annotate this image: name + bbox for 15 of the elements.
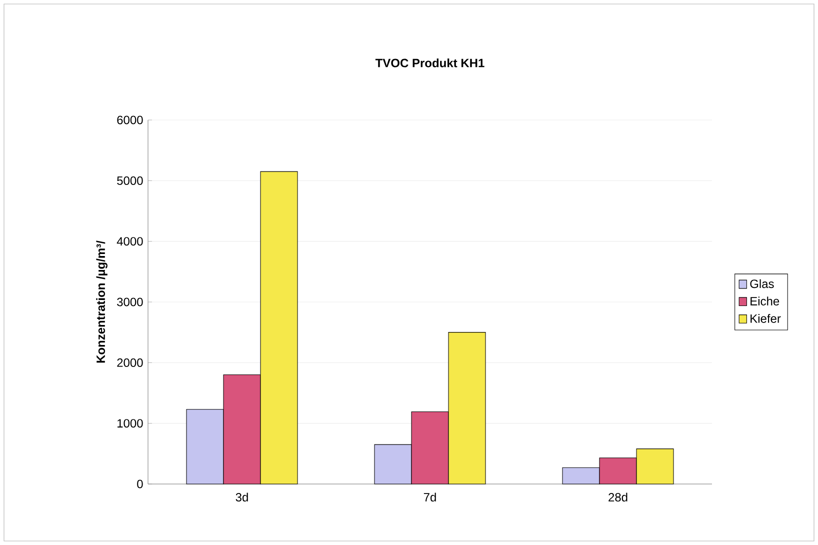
y-tick-label: 4000 [116, 237, 143, 246]
y-tick-label: 5000 [117, 176, 143, 185]
legend-label: Glas [750, 279, 774, 288]
legend-label: Eiche [750, 296, 780, 306]
x-tick-label: 3d [236, 492, 248, 502]
chart-title: TVOC Produkt KH1 [375, 58, 484, 68]
y-tick-label: 6000 [117, 116, 143, 124]
y-tick-label: 2000 [117, 358, 143, 367]
y-axis-title: Konzentration /µg/m³/ [96, 240, 108, 363]
x-tick-label: 28d [608, 492, 628, 502]
y-tick-label: 0 [137, 480, 143, 488]
x-tick-label: 7d [424, 492, 436, 502]
y-tick-label: 1000 [118, 419, 143, 428]
legend-label: Kiefer [750, 314, 781, 323]
y-tick-label: 3000 [117, 298, 143, 306]
